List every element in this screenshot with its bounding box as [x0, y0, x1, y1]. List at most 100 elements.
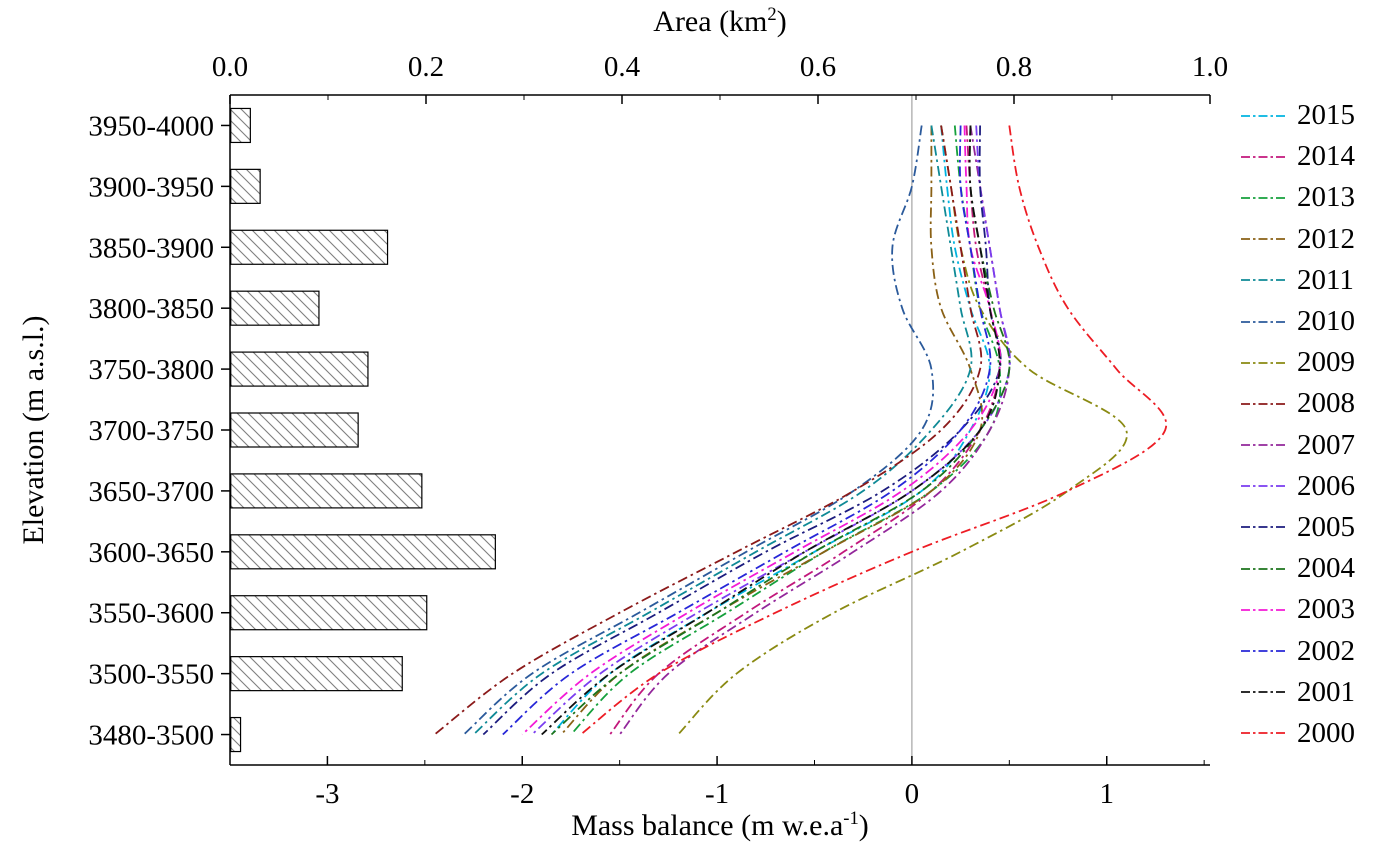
legend-year-label: 2014 — [1297, 140, 1355, 173]
elevation-band-label: 3700-3750 — [88, 415, 214, 447]
legend-item-2000: 2000 — [1240, 713, 1355, 754]
legend-line-sample-2008 — [1241, 403, 1287, 405]
top-axis-title: Area (km2) — [230, 4, 1210, 39]
series-line-2011 — [472, 125, 973, 736]
legend-year-label: 2013 — [1297, 181, 1355, 214]
legend-line-sample-2010 — [1241, 320, 1287, 323]
legend-item-2007: 2007 — [1240, 425, 1355, 466]
top-tick-label: 1.0 — [1192, 51, 1228, 83]
area-bar-3500-3550 — [230, 656, 403, 692]
bottom-tick-label: -2 — [510, 778, 534, 810]
area-bar-3750-3800 — [230, 351, 369, 387]
series-line-2003 — [521, 125, 1002, 736]
legend-item-2005: 2005 — [1240, 507, 1355, 548]
legend-item-2004: 2004 — [1240, 548, 1355, 589]
legend-year-label: 2001 — [1297, 675, 1355, 708]
area-bar-3850-3900 — [230, 229, 389, 265]
legend-line-sample-2007 — [1241, 444, 1287, 446]
series-line-2010 — [463, 125, 935, 736]
area-bar-3650-3700 — [230, 473, 423, 509]
bottom-tick-label: -3 — [315, 778, 339, 810]
area-bar-3600-3650 — [230, 534, 496, 570]
series-line-2005 — [482, 125, 1002, 736]
top-tick-label: 0.2 — [408, 51, 444, 83]
legend-year-label: 2000 — [1297, 716, 1355, 749]
series-line-2008 — [434, 125, 983, 736]
legend-line-sample-2005 — [1241, 526, 1287, 529]
legend-item-2010: 2010 — [1240, 301, 1355, 342]
bottom-axis-title-close: ) — [858, 809, 869, 842]
bottom-axis-title-text: Mass balance (m w.e.a — [571, 809, 844, 842]
area-bar-3700-3750 — [230, 412, 359, 448]
elevation-band-label: 3600-3650 — [88, 537, 214, 569]
legend: 2015 2014 2013 2012 2011 2010 2009 2008 2007 2006… — [1240, 95, 1355, 754]
area-bar-3900-3950 — [230, 168, 261, 204]
legend-year-label: 2005 — [1297, 510, 1355, 543]
legend-item-2015: 2015 — [1240, 95, 1355, 136]
legend-line-sample-2009 — [1241, 361, 1287, 364]
legend-year-label: 2007 — [1297, 428, 1355, 461]
elevation-band-label: 3550-3600 — [88, 598, 214, 630]
elevation-band-label: 3850-3900 — [88, 232, 214, 264]
top-tick-label: 0.8 — [996, 51, 1032, 83]
elevation-band-label: 3650-3700 — [88, 476, 214, 508]
legend-item-2011: 2011 — [1240, 260, 1355, 301]
area-bar-3800-3850 — [230, 290, 320, 326]
series-line-2007 — [618, 125, 1011, 736]
area-bar-3480-3500 — [230, 716, 242, 753]
series-line-2002 — [502, 125, 992, 736]
legend-item-2002: 2002 — [1240, 630, 1355, 671]
series-line-2015 — [550, 125, 991, 736]
legend-item-2014: 2014 — [1240, 136, 1355, 177]
top-axis-title-text: Area (km — [653, 5, 768, 38]
series-line-2014 — [609, 125, 1001, 736]
series-line-2013 — [570, 125, 1002, 736]
bottom-axis-title-superscript: -1 — [843, 808, 859, 829]
legend-item-2009: 2009 — [1240, 342, 1355, 383]
top-tick-label: 0.6 — [800, 51, 836, 83]
bottom-tick-label: 0 — [905, 778, 920, 810]
series-line-2001 — [541, 125, 1001, 736]
legend-item-2012: 2012 — [1240, 219, 1355, 260]
legend-line-sample-2011 — [1241, 279, 1287, 282]
legend-year-label: 2008 — [1297, 387, 1355, 420]
legend-line-sample-2001 — [1241, 691, 1287, 694]
series-line-2012 — [560, 125, 984, 736]
top-axis-title-superscript: 2 — [767, 4, 777, 25]
series-line-2006 — [531, 125, 1011, 736]
area-bar-3550-3600 — [230, 595, 428, 631]
legend-line-sample-2015 — [1241, 114, 1287, 117]
legend-year-label: 2015 — [1297, 99, 1355, 132]
top-axis-title-close: ) — [776, 5, 787, 38]
legend-item-2008: 2008 — [1240, 383, 1355, 424]
legend-line-sample-2013 — [1241, 197, 1287, 199]
legend-line-sample-2003 — [1241, 608, 1287, 611]
legend-line-sample-2004 — [1241, 567, 1287, 570]
area-bar-3950-4000 — [230, 107, 251, 144]
legend-year-label: 2011 — [1297, 263, 1354, 296]
elevation-band-label: 3950-4000 — [88, 110, 214, 142]
legend-year-label: 2002 — [1297, 634, 1355, 667]
elevation-band-label: 3480-3500 — [88, 720, 214, 752]
legend-item-2003: 2003 — [1240, 589, 1355, 630]
legend-item-2013: 2013 — [1240, 177, 1355, 218]
legend-line-sample-2012 — [1241, 238, 1287, 241]
legend-line-sample-2006 — [1241, 485, 1287, 488]
legend-line-sample-2002 — [1241, 650, 1287, 652]
elevation-band-label: 3500-3550 — [88, 659, 214, 691]
legend-item-2006: 2006 — [1240, 466, 1355, 507]
legend-line-sample-2000 — [1241, 732, 1287, 735]
bottom-axis-title: Mass balance (m w.e.a-1) — [230, 808, 1210, 843]
legend-year-label: 2010 — [1297, 305, 1355, 338]
bottom-tick-label: -1 — [705, 778, 729, 810]
bottom-tick-label: 1 — [1099, 778, 1114, 810]
elevation-band-label: 3750-3800 — [88, 354, 214, 386]
series-line-2009 — [677, 125, 1128, 736]
legend-year-label: 2012 — [1297, 222, 1355, 255]
elevation-band-label: 3800-3850 — [88, 293, 214, 325]
elevation-band-label: 3900-3950 — [88, 171, 214, 203]
legend-year-label: 2003 — [1297, 593, 1355, 626]
top-tick-label: 0.4 — [604, 51, 641, 83]
